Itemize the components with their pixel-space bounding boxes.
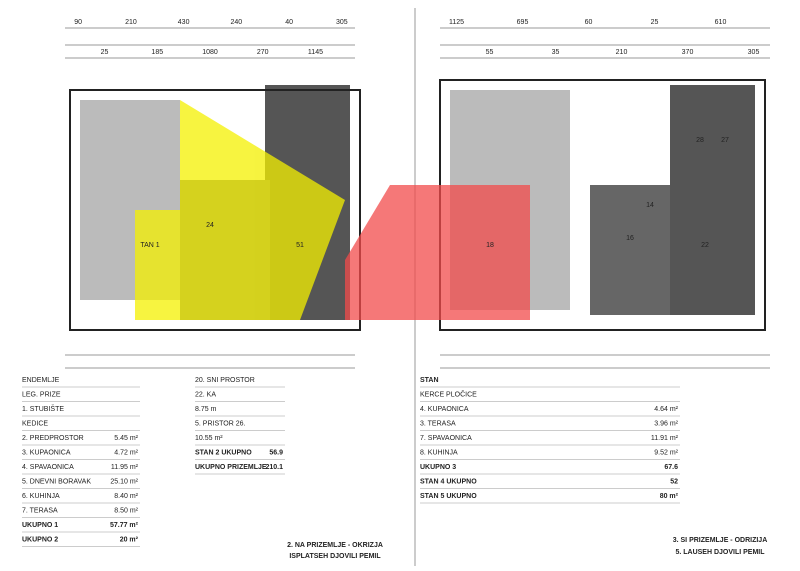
area-value: 8.50 m² xyxy=(114,507,138,514)
area-value: 11.91 m² xyxy=(651,435,679,442)
room-name: 22. KA xyxy=(195,391,216,398)
room-name: 1. STUBIŠTE xyxy=(22,404,64,413)
caption: ISPLATSEH DJOVILI PEMIL xyxy=(289,553,381,560)
dimension-label: 210 xyxy=(616,49,628,56)
room-name: UKUPNO 2 xyxy=(22,536,58,543)
room-name: 8. KUHINJA xyxy=(420,449,458,456)
dimension-label: 305 xyxy=(336,19,348,26)
dimension-label: 185 xyxy=(151,49,163,56)
area-value: 11.95 m² xyxy=(111,464,139,471)
room-name: STAN xyxy=(420,377,439,384)
area-value: 20 m² xyxy=(120,536,139,543)
room-block xyxy=(670,85,755,315)
dimension-label: 60 xyxy=(585,19,593,26)
room-label: 14 xyxy=(646,202,654,209)
room-name: 7. SPAVAONICA xyxy=(420,435,472,442)
area-value: 56.9 xyxy=(269,449,283,456)
room-name: 7. TERASA xyxy=(22,507,58,514)
room-label: 22 xyxy=(701,242,709,249)
room-name: KERCE PLOČICE xyxy=(420,389,477,398)
room-name: ENDEMLJE xyxy=(22,377,60,384)
area-value: 80 m² xyxy=(660,493,679,500)
dimension-label: 55 xyxy=(486,49,494,56)
outer-wall xyxy=(69,89,361,331)
dimension-label: 240 xyxy=(231,19,243,26)
dimension-label: 270 xyxy=(257,49,269,56)
watermark-shape xyxy=(135,100,345,320)
dimension-label: 1125 xyxy=(449,19,464,26)
room-name: LEG. PRIZE xyxy=(22,391,61,398)
room-label: 27 xyxy=(721,137,729,144)
room-name: 5. DNEVNI BORAVAK xyxy=(22,478,91,485)
area-value: 9.52 m² xyxy=(654,449,678,456)
room-name: UKUPNO 1 xyxy=(22,522,58,529)
dimension-label: 25 xyxy=(101,49,109,56)
dimension-label: 1145 xyxy=(308,49,323,56)
watermark xyxy=(135,100,530,320)
dimension-label: 40 xyxy=(285,19,293,26)
dimension-label: 35 xyxy=(552,49,560,56)
room-name: UKUPNO 3 xyxy=(420,464,456,471)
dimension-label: 610 xyxy=(715,19,727,26)
dimension-label: 370 xyxy=(682,49,694,56)
room-name: STAN 2 UKUPNO xyxy=(195,449,252,456)
room-name: 3. KUPAONICA xyxy=(22,449,71,456)
room-name: 2. PREDPROSTOR xyxy=(22,435,84,442)
area-value: 8.40 m² xyxy=(114,493,138,500)
room-name: UKUPNO PRIZEMLJE xyxy=(195,464,267,471)
room-name: 4. SPAVAONICA xyxy=(22,464,74,471)
area-value: 67.6 xyxy=(664,464,678,471)
area-value: 25.10 m² xyxy=(110,478,138,485)
dimension-label: 25 xyxy=(651,19,659,26)
caption: 5. LAUSEH DJOVILI PEMIL xyxy=(675,549,765,556)
area-value: 52 xyxy=(670,478,678,485)
room-name: 8.75 m xyxy=(195,406,217,413)
dimension-label: 210 xyxy=(125,19,137,26)
dimension-label: 695 xyxy=(517,19,529,26)
labels: 90 25 210 185 430 1080 240 270 40 1145 305 1125 55 69… xyxy=(22,19,770,560)
dimension-label: 1080 xyxy=(202,49,218,56)
room-name: STAN 4 UKUPNO xyxy=(420,478,477,485)
room-label: 18 xyxy=(486,242,494,249)
dimension-label: 305 xyxy=(748,49,760,56)
room-name: STAN 5 UKUPNO xyxy=(420,493,477,500)
caption: 2. NA PRIZEMLJE - OKRIZJA xyxy=(287,542,383,549)
watermark-shape xyxy=(345,185,530,320)
room-label: 24 xyxy=(206,222,214,229)
room-block xyxy=(590,185,670,315)
room-name: 4. KUPAONICA xyxy=(420,406,469,413)
area-value: 4.64 m² xyxy=(654,406,678,413)
room-label: 16 xyxy=(626,235,634,242)
room-name: 20. SNI PROSTOR xyxy=(195,377,255,384)
room-name: 3. TERASA xyxy=(420,420,456,427)
dimension-label: 430 xyxy=(178,19,190,26)
caption: 3. SI PRIZEMLJE - ODRIZIJA xyxy=(673,537,768,544)
room-name: 6. KUHINJA xyxy=(22,493,60,500)
dimension-label: 90 xyxy=(74,19,82,26)
room-label: TAN 1 xyxy=(140,242,159,249)
area-value: 5.45 m² xyxy=(114,435,138,442)
area-value: 210.1 xyxy=(265,464,283,471)
area-value: 4.72 m² xyxy=(114,449,138,456)
room-name: 10.55 m² xyxy=(195,435,223,442)
area-value: 3.96 m² xyxy=(654,420,678,427)
room-name: 5. PRISTOR 26. xyxy=(195,420,246,427)
room-name: KEDICE xyxy=(22,420,48,427)
room-label: 28 xyxy=(696,137,704,144)
room-label: 51 xyxy=(296,242,304,249)
area-value: 57.77 m² xyxy=(110,522,139,529)
